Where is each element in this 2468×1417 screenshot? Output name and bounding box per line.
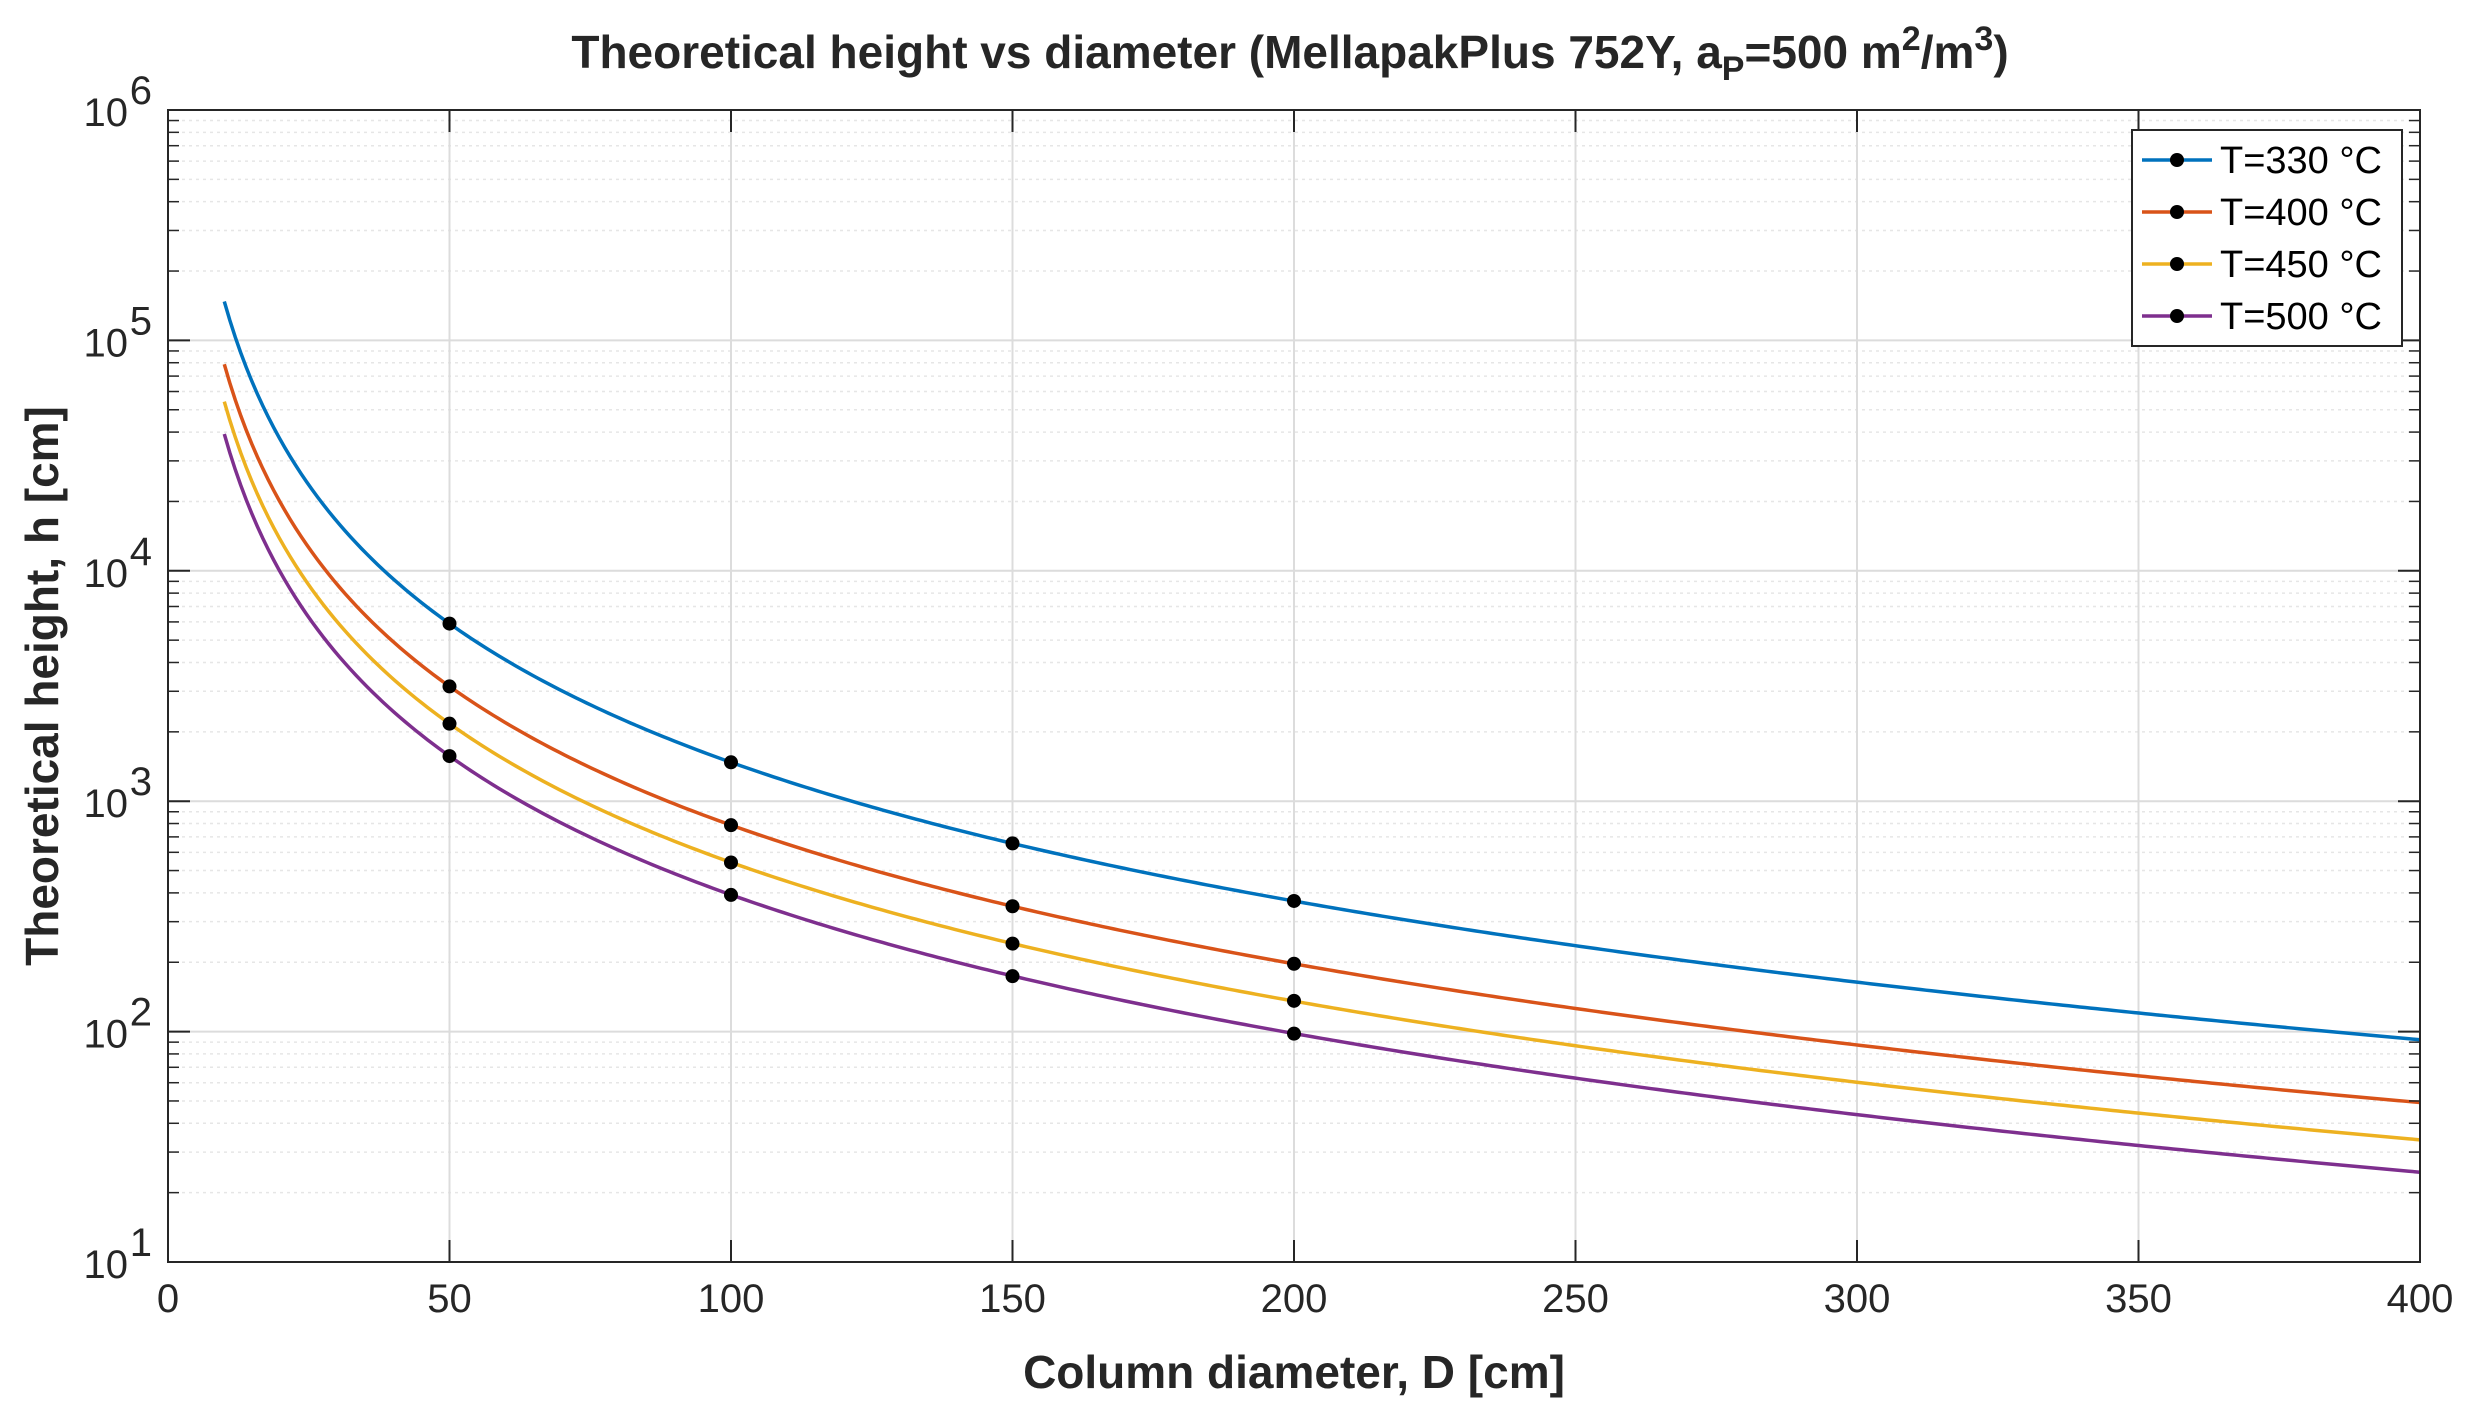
y-tick-label: 10: [84, 552, 129, 596]
data-point-marker: [1287, 1026, 1301, 1041]
legend: T=330 °C T=400 °C T=450 °C T=500 °C: [2131, 129, 2403, 347]
data-point-marker: [1287, 893, 1301, 908]
series-line: [222, 363, 2421, 1105]
x-axis-label: Column diameter, D [cm]: [1023, 1346, 1565, 1398]
data-point-marker: [442, 749, 457, 764]
legend-marker: [2170, 309, 2184, 323]
legend-entries: T=330 °C T=400 °C T=450 °C T=500 °C: [2142, 140, 2382, 338]
x-tick-label: 0: [157, 1277, 179, 1321]
data-point-marker: [1005, 969, 1020, 984]
data-point-marker: [724, 855, 738, 870]
y-tick-label: 10: [84, 782, 129, 826]
y-tick-label: 10: [84, 1013, 129, 1057]
y-tick-label-exponent: 5: [130, 299, 152, 343]
legend-label: T=500 °C: [2220, 296, 2382, 338]
data-point-marker: [442, 716, 457, 731]
x-tick-labels: 0 50 100 150 200 250 300 350 400: [157, 1277, 2454, 1321]
x-tick-label: 300: [1824, 1277, 1891, 1321]
series-markers: [442, 616, 1301, 1041]
minor-grid: [168, 119, 2420, 1194]
chart-title: Theoretical height vs diameter (Mellapak…: [571, 20, 2008, 88]
x-tick-label: 250: [1542, 1277, 1609, 1321]
y-tick-label: 10: [84, 1243, 129, 1287]
data-point-marker: [1287, 993, 1301, 1008]
y-tick-label-exponent: 2: [130, 991, 152, 1035]
y-tick-label-exponent: 3: [130, 760, 152, 804]
y-tick-label-exponent: 6: [130, 69, 152, 113]
y-tick-label-exponent: 4: [130, 530, 152, 574]
data-point-marker: [442, 679, 457, 694]
y-tick-label: 10: [84, 91, 129, 135]
data-point-marker: [1287, 956, 1301, 971]
legend-label: T=450 °C: [2220, 244, 2382, 286]
legend-label: T=400 °C: [2220, 192, 2382, 234]
series-line: [222, 433, 2421, 1174]
legend-marker: [2170, 153, 2184, 167]
legend-marker: [2170, 205, 2184, 219]
y-axis-label: Theoretical height, h [cm]: [16, 406, 68, 966]
axis-ticks: [167, 109, 2421, 1263]
legend-marker: [2170, 257, 2184, 271]
data-point-marker: [724, 887, 738, 902]
data-point-marker: [724, 818, 738, 833]
data-point-marker: [1005, 836, 1020, 851]
data-point-marker: [724, 755, 738, 770]
data-point-marker: [1005, 899, 1020, 914]
y-tick-label: 10: [84, 321, 129, 365]
data-point-marker: [442, 616, 457, 631]
x-tick-label: 400: [2387, 1277, 2454, 1321]
x-tick-label: 100: [698, 1277, 765, 1321]
x-tick-label: 150: [979, 1277, 1046, 1321]
y-tick-label-exponent: 1: [130, 1221, 152, 1265]
data-point-marker: [1005, 936, 1020, 951]
plot-area: [167, 109, 2421, 1263]
x-tick-label: 350: [2105, 1277, 2172, 1321]
legend-label: T=330 °C: [2220, 140, 2382, 182]
series-line: [222, 401, 2421, 1142]
x-tick-label: 50: [427, 1277, 472, 1321]
series-lines: [222, 301, 2421, 1174]
x-tick-label: 200: [1261, 1277, 1328, 1321]
series-line: [222, 301, 2421, 1042]
